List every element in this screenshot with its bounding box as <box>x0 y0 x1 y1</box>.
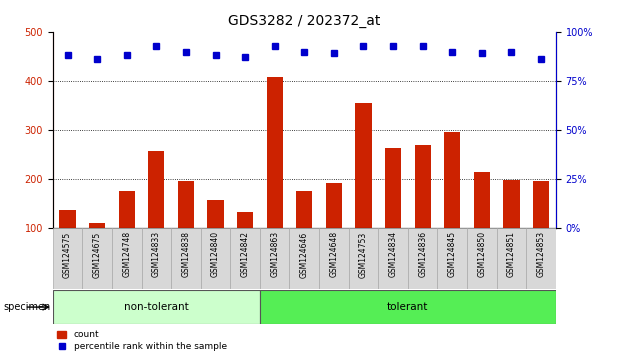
Text: GSM124836: GSM124836 <box>418 232 427 278</box>
Bar <box>260 290 556 324</box>
Bar <box>89 223 106 228</box>
Text: GSM124833: GSM124833 <box>152 232 161 278</box>
Bar <box>474 172 490 228</box>
Bar <box>237 212 253 228</box>
Text: GSM124840: GSM124840 <box>211 232 220 278</box>
Bar <box>408 228 437 289</box>
Text: tolerant: tolerant <box>387 302 428 312</box>
Text: GSM124648: GSM124648 <box>329 232 338 278</box>
Legend: count, percentile rank within the sample: count, percentile rank within the sample <box>57 330 227 351</box>
Bar <box>112 228 142 289</box>
Bar <box>53 228 83 289</box>
Bar <box>178 181 194 228</box>
Bar <box>171 228 201 289</box>
Bar <box>503 180 520 228</box>
Bar <box>53 290 260 324</box>
Bar <box>355 103 371 228</box>
Text: GSM124842: GSM124842 <box>240 232 250 277</box>
Title: GDS3282 / 202372_at: GDS3282 / 202372_at <box>228 14 381 28</box>
Text: GSM124853: GSM124853 <box>537 232 545 278</box>
Bar <box>326 183 342 228</box>
Text: GSM124575: GSM124575 <box>63 232 72 278</box>
Bar <box>296 192 312 228</box>
Text: GSM124838: GSM124838 <box>181 232 191 277</box>
Text: GSM124850: GSM124850 <box>478 232 486 278</box>
Bar <box>526 228 556 289</box>
Bar <box>385 148 401 228</box>
Text: GSM124834: GSM124834 <box>389 232 397 278</box>
Bar <box>148 151 165 228</box>
Text: GSM124748: GSM124748 <box>122 232 131 278</box>
Bar <box>83 228 112 289</box>
Bar <box>260 228 289 289</box>
Bar <box>497 228 526 289</box>
Bar <box>266 77 283 228</box>
Text: non-tolerant: non-tolerant <box>124 302 189 312</box>
Text: GSM124646: GSM124646 <box>300 232 309 278</box>
Bar <box>119 192 135 228</box>
Text: GSM124845: GSM124845 <box>448 232 456 278</box>
Text: GSM124863: GSM124863 <box>270 232 279 278</box>
Text: GSM124753: GSM124753 <box>359 232 368 278</box>
Bar <box>142 228 171 289</box>
Text: GSM124675: GSM124675 <box>93 232 102 278</box>
Bar <box>207 200 224 228</box>
Bar <box>289 228 319 289</box>
Text: specimen: specimen <box>3 302 50 312</box>
Bar <box>230 228 260 289</box>
Bar <box>348 228 378 289</box>
Bar <box>319 228 348 289</box>
Bar <box>60 210 76 228</box>
Bar <box>414 145 431 228</box>
Bar <box>467 228 497 289</box>
Bar <box>444 132 460 228</box>
Bar <box>437 228 467 289</box>
Bar <box>378 228 408 289</box>
Bar <box>533 181 549 228</box>
Text: GSM124851: GSM124851 <box>507 232 516 277</box>
Bar <box>201 228 230 289</box>
